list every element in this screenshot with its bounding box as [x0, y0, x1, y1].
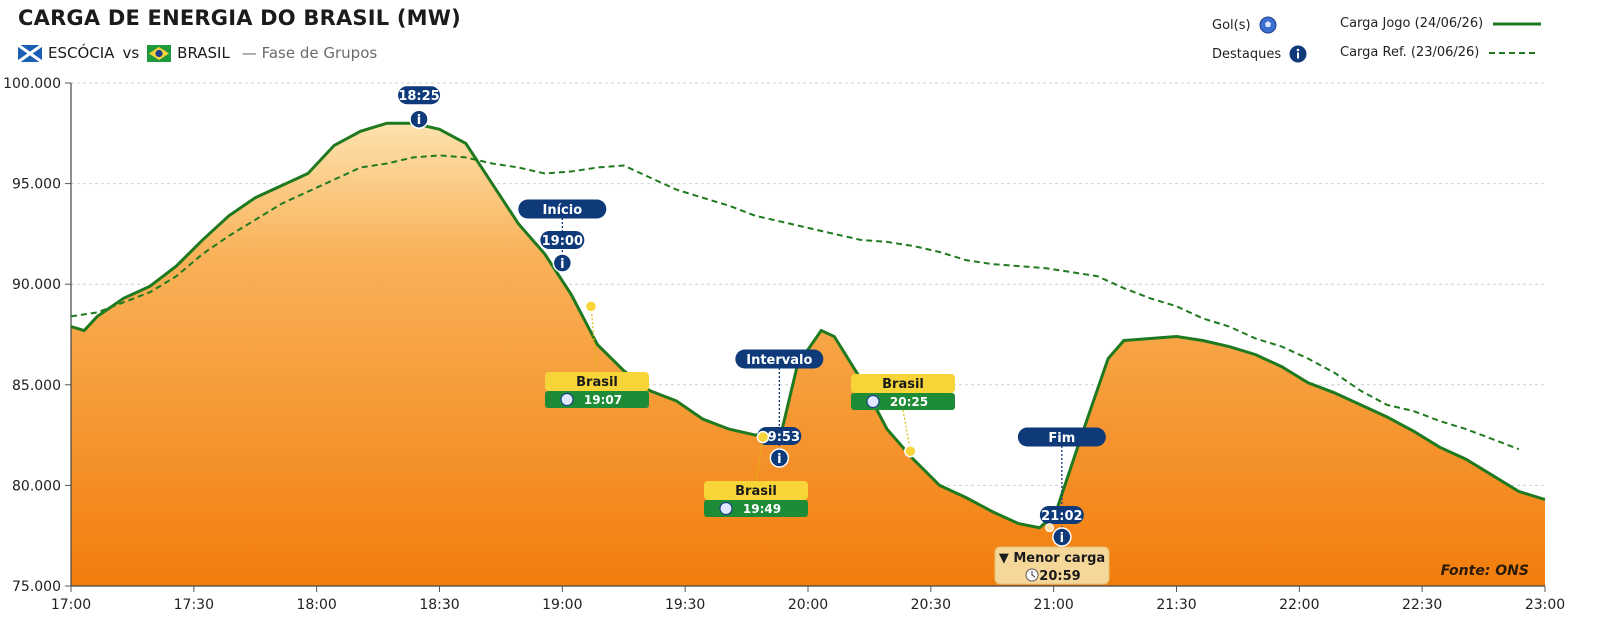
- goal-ball-icon: [719, 501, 733, 516]
- goal-leader: [590, 306, 598, 373]
- goal-time-label: 19:07: [584, 393, 622, 407]
- info-icon: [769, 448, 790, 468]
- min-load-label: ▼ Menor carga: [999, 551, 1105, 566]
- x-tick-label: 17:00: [51, 597, 91, 613]
- x-tick-label: 18:30: [419, 597, 459, 613]
- soccer-ball-icon: [1259, 16, 1277, 34]
- y-tick-label: 90.000: [12, 277, 61, 293]
- x-tick-label: 20:00: [788, 597, 828, 613]
- team-a-name: ESCÓCIA: [48, 44, 115, 62]
- goal-marker: [756, 430, 770, 444]
- y-tick-label: 80.000: [12, 478, 61, 494]
- clock-hands: [1031, 571, 1036, 578]
- info-time-label-bg: [1039, 506, 1084, 524]
- min-load-box: [994, 546, 1110, 585]
- min-load-time: 20:59: [1039, 569, 1080, 584]
- team-b-name: BRASIL: [177, 44, 230, 62]
- annotations: 18:25 i Início 19:00 i Intervalo 19:53 i Fim 21:0…: [398, 86, 1529, 585]
- y-tick-label: 95.000: [12, 177, 61, 193]
- source-label: Fonte: ONS: [1441, 563, 1529, 579]
- info-event-label: Intervalo: [746, 353, 812, 368]
- x-tick-label: 20:30: [911, 597, 951, 613]
- goal-team-label: Brasil: [735, 484, 777, 499]
- x-tick-label: 19:30: [665, 597, 705, 613]
- chart-title: CARGA DE ENERGIA DO BRASIL (MW): [18, 6, 461, 30]
- axis-ticks: 75.000 80.000 85.000 90.000 95.000 100.000 17:…: [3, 76, 1565, 613]
- info-icon: [409, 109, 429, 129]
- info-time-label-bg: [757, 427, 802, 445]
- info-event-label-bg: [1017, 427, 1106, 447]
- goal-time-label: 20:25: [890, 395, 928, 409]
- game-load-line: [70, 121, 1546, 530]
- x-tick-label: 22:00: [1279, 597, 1319, 613]
- dashed-line-swatch: [1489, 51, 1538, 54]
- reference-load-line: [70, 154, 1520, 451]
- info-icon: [552, 253, 573, 273]
- scotland-flag-icon: [18, 44, 42, 62]
- goal-ball-icon: [560, 392, 574, 407]
- info-icon-glyph: i: [777, 452, 781, 467]
- y-tick-label: 75.000: [12, 579, 61, 595]
- goal-team-box: [851, 374, 955, 393]
- goal-team-label: Brasil: [882, 377, 924, 392]
- y-tick-label: 100.000: [3, 76, 61, 92]
- info-time-label-bg: [540, 231, 585, 249]
- legend-goals: Gol(s): [1212, 16, 1277, 34]
- info-event-label: Início: [543, 203, 583, 218]
- x-tick-label: 19:00: [542, 597, 582, 613]
- info-icon: [1289, 45, 1307, 63]
- solid-line-swatch: [1493, 22, 1542, 25]
- x-tick-label: 17:30: [174, 597, 214, 613]
- legend-highlights-label: Destaques: [1212, 46, 1282, 62]
- info-icon-glyph: i: [1060, 531, 1064, 546]
- legend-ref-series: Carga Ref. (23/06/26): [1340, 45, 1539, 60]
- info-icon-glyph: i: [560, 257, 564, 272]
- legend-game-label: Carga Jogo (24/06/26): [1340, 16, 1484, 31]
- goal-time-label: 19:49: [743, 502, 781, 516]
- goal-team-box: [704, 481, 808, 500]
- info-event-label-bg: [735, 349, 824, 369]
- goal-team-box: [545, 372, 649, 391]
- goal-leader: [902, 409, 911, 452]
- goal-marker: [904, 444, 917, 458]
- info-time-label: 19:53: [759, 430, 800, 445]
- match-subtitle: ESCÓCIA vs BRASIL — Fase de Grupos: [18, 44, 377, 62]
- info-time-label: 21:02: [1041, 509, 1082, 524]
- goal-ball-icon: [866, 394, 880, 409]
- vs-label: vs: [122, 44, 140, 62]
- brazil-flag-icon: [147, 44, 172, 62]
- info-icon: [1052, 527, 1072, 547]
- goal-team-label: Brasil: [576, 375, 618, 390]
- legend-highlights: Destaques: [1212, 45, 1307, 63]
- info-icon-glyph: i: [417, 113, 421, 128]
- goal-leader: [755, 437, 764, 482]
- min-load-marker: [1045, 523, 1055, 533]
- goal-marker: [584, 300, 598, 313]
- info-time-label: 19:00: [542, 234, 583, 249]
- phase-label: — Fase de Grupos: [241, 44, 378, 62]
- x-tick-label: 21:30: [1156, 597, 1196, 613]
- info-event-label: Fim: [1048, 431, 1075, 446]
- x-tick-label: 18:00: [296, 597, 336, 613]
- info-time-label-bg: [398, 86, 441, 105]
- legend-goals-label: Gol(s): [1212, 17, 1251, 33]
- x-tick-label: 21:00: [1033, 597, 1073, 613]
- x-tick-label: 23:00: [1525, 597, 1565, 613]
- y-tick-label: 85.000: [12, 378, 61, 394]
- legend-game-series: Carga Jogo (24/06/26): [1340, 16, 1543, 31]
- x-tick-label: 22:30: [1402, 597, 1442, 613]
- info-event-label-bg: [518, 199, 607, 219]
- info-time-label: 18:25: [398, 89, 439, 104]
- legend-ref-label: Carga Ref. (23/06/26): [1340, 45, 1480, 60]
